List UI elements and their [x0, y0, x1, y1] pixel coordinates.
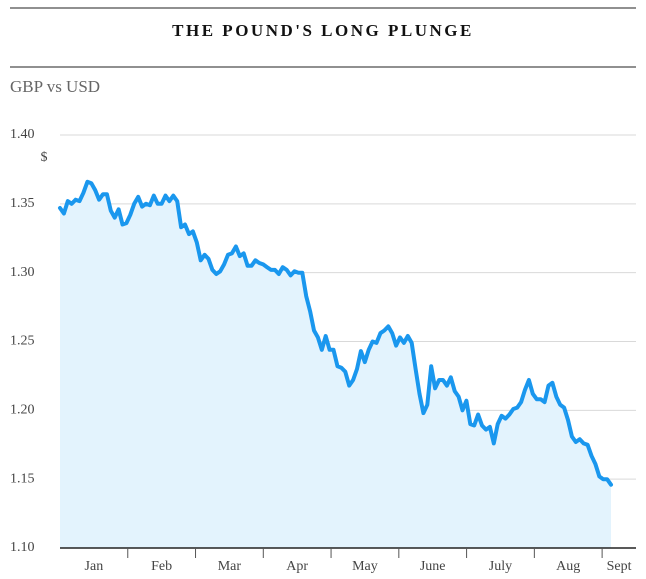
- y-tick-label: 1.30: [10, 265, 35, 280]
- x-tick-label: May: [352, 559, 378, 574]
- y-unit: $: [41, 150, 48, 165]
- x-tick-label: Mar: [218, 559, 242, 574]
- y-tick-label: 1.25: [10, 334, 35, 349]
- chart-title: THE POUND'S LONG PLUNGE: [172, 21, 474, 40]
- y-tick-label: 1.15: [10, 471, 35, 486]
- x-tick-label: Sept: [607, 559, 632, 574]
- y-tick-label: 1.40: [10, 127, 35, 142]
- y-tick-label: 1.10: [10, 540, 35, 555]
- subtitle: GBP vs USD: [10, 77, 100, 96]
- y-tick-label: 1.35: [10, 196, 35, 211]
- x-tick-label: July: [489, 559, 512, 574]
- x-tick-label: Jan: [85, 559, 104, 574]
- x-tick-label: June: [420, 559, 446, 574]
- x-tick-label: Aug: [556, 559, 580, 574]
- line: [58, 179, 613, 487]
- x-tick-label: Apr: [286, 559, 308, 574]
- y-tick-label: 1.20: [10, 403, 35, 418]
- x-tick-label: Feb: [151, 559, 172, 574]
